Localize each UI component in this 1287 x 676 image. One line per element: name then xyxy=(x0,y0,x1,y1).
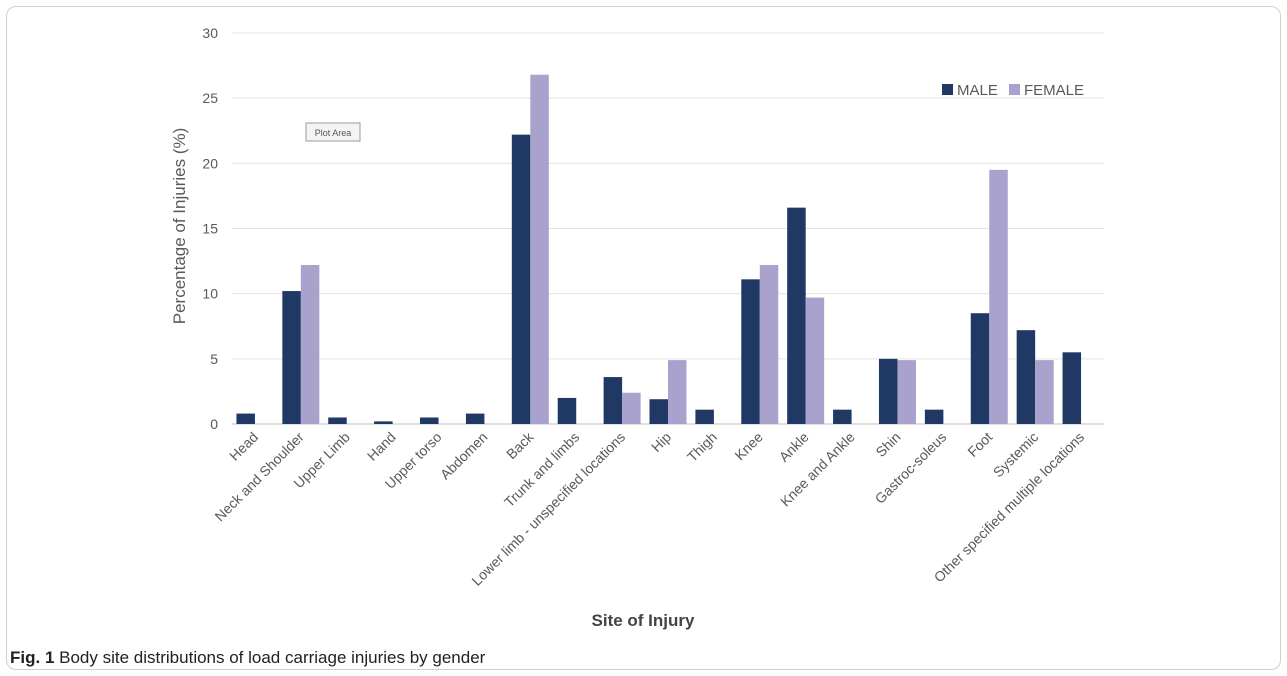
x-tick-label: Hip xyxy=(648,429,674,455)
x-tick-label: Foot xyxy=(964,429,995,460)
y-tick-label: 5 xyxy=(210,351,218,367)
x-tick-label: Abdomen xyxy=(437,429,491,483)
bar-male-abdomen xyxy=(465,413,485,424)
y-tick-label: 0 xyxy=(210,416,218,432)
x-axis-label: Site of Injury xyxy=(592,611,696,630)
bar-male-shin xyxy=(878,358,898,424)
bar-male-upper-torso xyxy=(420,417,439,424)
legend-swatch-male xyxy=(942,84,953,95)
y-tick-label: 30 xyxy=(202,25,218,41)
caption-text: Body site distributions of load carriage… xyxy=(59,648,486,667)
plot-area-tooltip: Plot Area xyxy=(305,122,361,142)
x-tick-label: Shin xyxy=(872,429,903,460)
bar-male-neck-and-shoulder xyxy=(282,291,301,424)
bar-female-neck-and-shoulder xyxy=(300,264,320,424)
legend-label-male: MALE xyxy=(957,82,998,99)
bar-female-shin xyxy=(897,360,916,424)
gridlines xyxy=(232,32,1104,425)
bar-male-gastroc-soleus xyxy=(924,409,944,424)
bar-female-foot xyxy=(989,169,1008,424)
bar-male-other-specified-multiple-locations xyxy=(1062,352,1082,424)
bar-male-hand xyxy=(374,421,393,424)
bar-male-back xyxy=(511,134,531,424)
y-tick-label: 25 xyxy=(202,90,218,106)
bar-male-lower-limb-unspecified-locations xyxy=(603,377,623,424)
bar-male-foot xyxy=(970,313,990,424)
bar-female-knee xyxy=(759,264,779,424)
figure-caption: Fig. 1 Body site distributions of load c… xyxy=(10,648,485,668)
y-tick-label: 15 xyxy=(202,221,218,237)
figure-frame xyxy=(6,6,1281,670)
y-axis-label: Percentage of Injuries (%) xyxy=(170,128,189,325)
bar-male-knee xyxy=(741,279,760,424)
bar-male-head xyxy=(236,413,255,424)
bar-female-systemic xyxy=(1035,360,1054,424)
caption-label: Fig. 1 xyxy=(10,648,55,667)
bar-female-hip xyxy=(668,360,687,424)
bar-female-back xyxy=(530,74,549,424)
x-tick-label: Knee xyxy=(731,429,766,464)
bar-male-ankle xyxy=(787,207,806,424)
x-tick-label: Ankle xyxy=(776,429,812,465)
legend: MALE FEMALE xyxy=(942,82,1084,99)
bar-male-upper-limb xyxy=(328,417,347,424)
x-tick-label: Back xyxy=(503,428,537,462)
bar-male-trunk-and-limbs xyxy=(557,397,577,424)
bar-female-ankle xyxy=(805,297,825,424)
plot-area-tag-text: Plot Area xyxy=(315,128,352,138)
bars xyxy=(236,74,1082,424)
y-tick-labels: 0 5 10 15 20 25 30 xyxy=(202,25,218,432)
x-tick-label: Head xyxy=(226,429,261,464)
bar-male-hip xyxy=(649,399,668,424)
y-tick-label: 20 xyxy=(202,155,218,171)
x-tick-label: Thigh xyxy=(684,429,720,465)
bar-male-systemic xyxy=(1016,330,1036,424)
legend-label-female: FEMALE xyxy=(1024,82,1084,99)
legend-swatch-female xyxy=(1009,84,1020,95)
x-tick-label: Hand xyxy=(364,429,399,464)
bar-male-knee-and-ankle xyxy=(833,409,852,424)
y-tick-label: 10 xyxy=(202,286,218,302)
bar-female-lower-limb-unspecified-locations xyxy=(622,392,641,424)
bar-male-thigh xyxy=(695,409,714,424)
